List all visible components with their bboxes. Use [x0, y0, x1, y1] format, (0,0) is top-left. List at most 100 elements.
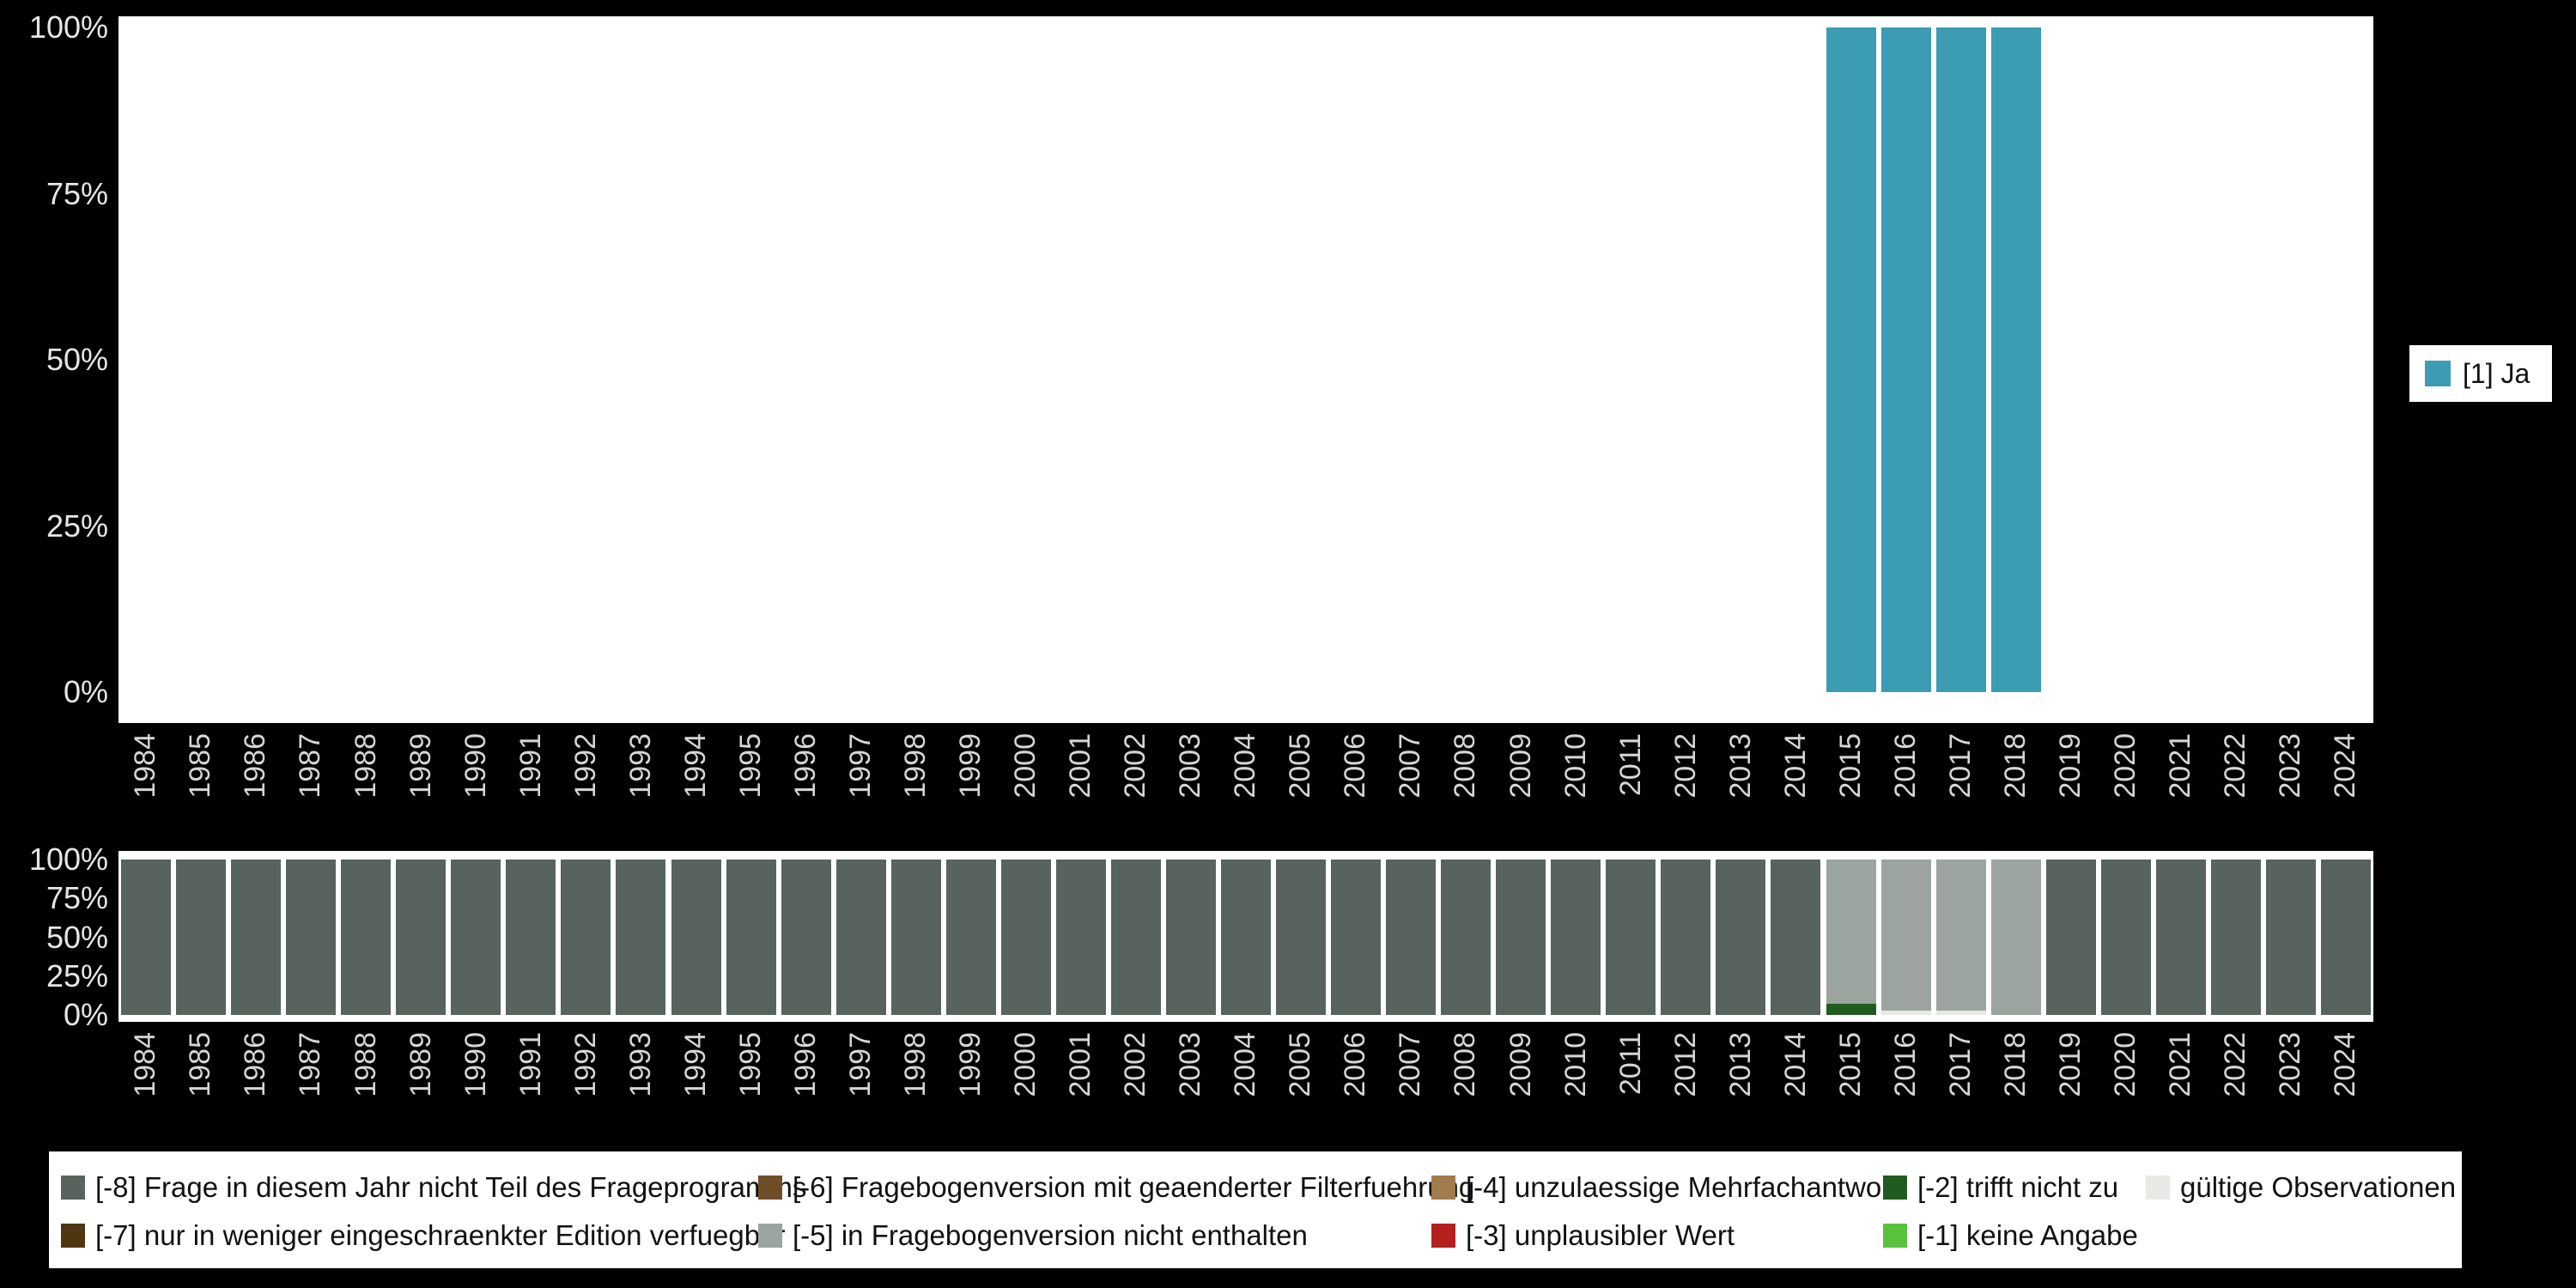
- x-slot-2015: 2015: [1823, 1032, 1878, 1128]
- x-slot-2013: 2013: [1713, 733, 1768, 829]
- year-label-2008: 2008: [1449, 1032, 1482, 1097]
- x-slot-1996: 1996: [779, 1032, 834, 1128]
- segment-2016--5: [1880, 860, 1931, 1011]
- segment-1988--8: [341, 860, 392, 1015]
- segment-2004--8: [1221, 860, 1271, 1015]
- year-label-2011: 2011: [1613, 1032, 1647, 1096]
- year-label-1993: 1993: [623, 733, 657, 799]
- year-label-2019: 2019: [2053, 733, 2087, 799]
- year-label-2010: 2010: [1558, 1032, 1592, 1097]
- legend-label--1: [-1] keine Angabe: [1917, 1219, 2138, 1251]
- legend-row-2: [-7] nur in weniger eingeschraenkter Edi…: [61, 1212, 2462, 1260]
- x-slot-2019: 2019: [2044, 733, 2099, 829]
- segment-2007--8: [1386, 860, 1437, 1015]
- legend-label--8: [-8] Frage in diesem Jahr nicht Teil des…: [95, 1171, 807, 1203]
- year-label-1985: 1985: [184, 1032, 217, 1097]
- year-label-2007: 2007: [1394, 1032, 1427, 1097]
- x-slot-2008: 2008: [1438, 1032, 1493, 1128]
- missing-codes-x-axis: 1984 1985 1986 1987 1988 1989 1990 1991 1992 1993…: [118, 1032, 2373, 1128]
- year-label-2003: 2003: [1174, 1032, 1207, 1097]
- x-slot-2023: 2023: [2263, 1032, 2318, 1128]
- legend-row-1: [-8] Frage in diesem Jahr nicht Teil des…: [61, 1163, 2462, 1212]
- year-label-1984: 1984: [129, 733, 162, 799]
- year-label-2000: 2000: [1009, 1032, 1042, 1097]
- year-label-2013: 2013: [1723, 733, 1757, 799]
- y-tick-75%: 75%: [46, 175, 108, 211]
- x-slot-2018: 2018: [1989, 733, 2044, 829]
- x-slot-2001: 2001: [1054, 733, 1109, 829]
- segment-2010--8: [1551, 860, 1601, 1015]
- year-label-1996: 1996: [788, 1032, 822, 1097]
- year-label-1997: 1997: [843, 1032, 877, 1097]
- x-slot-2009: 2009: [1493, 1032, 1548, 1128]
- x-slot-2003: 2003: [1163, 1032, 1218, 1128]
- x-slot-2004: 2004: [1218, 733, 1273, 829]
- legend-label-ja: [1] Ja: [2463, 357, 2530, 389]
- year-label-1995: 1995: [733, 1032, 767, 1097]
- segment-1990--8: [451, 860, 501, 1015]
- legend-item--1: [-1] keine Angabe: [1883, 1219, 2146, 1252]
- segment-2000--8: [1000, 860, 1051, 1015]
- year-label-1991: 1991: [513, 1032, 547, 1097]
- x-slot-2017: 2017: [1934, 733, 1989, 829]
- x-slot-1984: 1984: [118, 1032, 173, 1128]
- segment-2012--8: [1661, 860, 1711, 1015]
- x-slot-2021: 2021: [2154, 733, 2208, 829]
- x-slot-1987: 1987: [283, 733, 338, 829]
- segment-2015--2: [1826, 1004, 1876, 1015]
- year-label-2006: 2006: [1339, 733, 1372, 799]
- legend-swatch--2: [1883, 1176, 1907, 1200]
- y-tick-bottom-25%: 25%: [46, 957, 108, 993]
- x-slot-1990: 1990: [448, 1032, 503, 1128]
- x-slot-1986: 1986: [228, 733, 283, 829]
- year-label-2017: 2017: [1943, 1032, 1977, 1097]
- x-slot-2002: 2002: [1109, 733, 1163, 829]
- year-label-1998: 1998: [898, 733, 932, 799]
- segment-2023--8: [2265, 860, 2316, 1015]
- x-slot-2014: 2014: [1768, 1032, 1823, 1128]
- year-label-2008: 2008: [1449, 733, 1482, 799]
- legend-label--7: [-7] nur in weniger eingeschraenkter Edi…: [95, 1219, 786, 1251]
- x-slot-1985: 1985: [173, 1032, 228, 1128]
- year-label-1998: 1998: [898, 1032, 932, 1097]
- y-tick-bottom-50%: 50%: [46, 919, 108, 955]
- x-slot-2018: 2018: [1989, 1032, 2044, 1128]
- segment-2003--8: [1165, 860, 1216, 1015]
- legend-label--3: [-3] unplausibler Wert: [1466, 1219, 1735, 1251]
- legend-swatch-ja: [2425, 361, 2451, 386]
- year-label-2014: 2014: [1778, 733, 1812, 799]
- segment-2008--8: [1441, 860, 1492, 1015]
- year-label-2005: 2005: [1284, 1032, 1317, 1097]
- segment-2005--8: [1276, 860, 1327, 1015]
- x-slot-2010: 2010: [1548, 1032, 1603, 1128]
- year-label-2002: 2002: [1119, 733, 1152, 799]
- x-slot-1999: 1999: [944, 1032, 999, 1128]
- segment-2009--8: [1496, 860, 1546, 1015]
- segment-1987--8: [286, 860, 337, 1015]
- year-label-1997: 1997: [843, 733, 877, 799]
- segment-2002--8: [1110, 860, 1161, 1015]
- year-label-2003: 2003: [1174, 733, 1207, 799]
- x-slot-2024: 2024: [2318, 733, 2373, 829]
- year-label-2011: 2011: [1613, 733, 1647, 797]
- x-slot-2016: 2016: [1879, 1032, 1934, 1128]
- x-slot-2010: 2010: [1548, 733, 1603, 829]
- year-label-1991: 1991: [513, 733, 547, 799]
- year-label-2004: 2004: [1229, 733, 1262, 799]
- y-tick-50%: 50%: [46, 342, 108, 377]
- segment-2013--8: [1716, 860, 1766, 1015]
- legend-label--4: [-4] unzulaessige Mehrfachantwort: [1466, 1171, 1899, 1203]
- x-slot-1989: 1989: [393, 1032, 448, 1128]
- x-slot-1998: 1998: [889, 1032, 944, 1128]
- year-label-2021: 2021: [2164, 1032, 2197, 1097]
- x-slot-2014: 2014: [1768, 733, 1823, 829]
- year-label-1987: 1987: [294, 733, 327, 799]
- year-label-1989: 1989: [404, 1032, 437, 1097]
- segment-1991--8: [506, 860, 556, 1015]
- segment-1992--8: [561, 860, 611, 1015]
- bar-2017-ja: [1935, 27, 1986, 692]
- x-slot-2021: 2021: [2154, 1032, 2208, 1128]
- x-slot-2009: 2009: [1493, 733, 1548, 829]
- year-label-2018: 2018: [1998, 733, 2032, 799]
